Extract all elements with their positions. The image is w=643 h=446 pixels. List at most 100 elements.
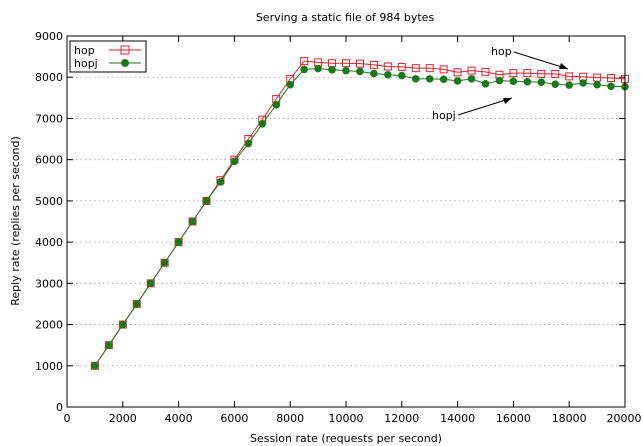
y-tick-label: 3000: [35, 277, 63, 290]
data-point-hop: [439, 65, 448, 74]
data-point-hopj: [523, 77, 532, 86]
data-point-hopj: [328, 66, 336, 74]
x-tick-label: 4000: [165, 412, 193, 425]
data-point-hopj: [579, 79, 587, 87]
x-tick-label: 0: [64, 412, 71, 425]
data-point-hop: [342, 59, 350, 68]
data-point-hopj: [342, 66, 350, 75]
y-tick-label: 9000: [35, 30, 63, 43]
legend-label-hop: hop: [74, 44, 95, 57]
y-tick-label: 2000: [35, 319, 63, 332]
data-point-hopj: [216, 178, 225, 186]
data-point-hopj: [593, 80, 601, 89]
data-point-hopj: [356, 67, 364, 76]
x-tick-label: 20000: [607, 412, 642, 425]
data-point-hopj: [146, 279, 155, 288]
legend: hop hopj: [69, 40, 147, 73]
data-point-hopj: [202, 197, 211, 205]
x-axis-label: Session rate (requests per second): [250, 432, 442, 445]
chart-title: Serving a static file of 984 bytes: [256, 11, 435, 24]
data-point-hopj: [188, 217, 197, 226]
x-tick-label: 16000: [496, 412, 531, 425]
legend-marker-hop: [120, 45, 130, 55]
annotation-hopj-label: hopj: [432, 109, 456, 122]
x-tick-label: 6000: [220, 412, 248, 425]
data-point-hopj: [132, 300, 141, 308]
data-point-hop: [369, 60, 378, 69]
data-point-hop: [425, 64, 434, 73]
data-point-hopj: [300, 65, 308, 74]
data-point-hopj: [370, 69, 378, 78]
series-hop: [90, 57, 629, 370]
data-point-hopj: [244, 139, 253, 148]
data-point-hop: [523, 69, 532, 78]
data-point-hopj: [105, 341, 113, 349]
data-point-hop: [509, 69, 518, 78]
data-point-hop: [607, 74, 616, 83]
data-point-hopj: [398, 71, 406, 80]
legend-box: [69, 40, 147, 73]
data-point-hopj: [439, 75, 448, 84]
data-point-hopj: [551, 80, 560, 89]
data-point-hopj: [509, 77, 518, 86]
series-line-hop: [94, 60, 626, 367]
plot-frame: [66, 35, 626, 408]
legend-label-hopj: hopj: [74, 57, 98, 70]
data-point-hopj: [467, 75, 476, 83]
series-layer: [90, 57, 629, 370]
data-point-hopj: [481, 80, 490, 88]
axis-ticks: 0 1000 2000 3000 4000 5000 6000 7000 8000 9000 0 20…: [35, 30, 642, 425]
x-tick-label: 2000: [109, 412, 137, 425]
y-tick-label: 7000: [35, 112, 63, 125]
x-tick-label: 12000: [384, 412, 419, 425]
data-point-hopj: [272, 101, 281, 109]
data-point-hopj: [607, 82, 615, 91]
y-tick-label: 5000: [35, 195, 63, 208]
data-point-hop: [453, 68, 462, 77]
data-point-hopj: [160, 258, 169, 267]
data-point-hop: [383, 62, 392, 71]
data-point-hopj: [537, 78, 546, 86]
x-tick-label: 14000: [440, 412, 475, 425]
data-point-hop: [481, 67, 490, 76]
annotation-hop-arrowhead: [559, 63, 568, 69]
y-tick-label: 1000: [35, 360, 63, 373]
annotation-hopj-arrowhead: [503, 98, 512, 104]
data-point-hopj: [119, 320, 127, 329]
grid-lines: [67, 76, 625, 367]
data-point-hopj: [286, 80, 295, 89]
data-point-hop: [355, 59, 364, 68]
data-point-hopj: [384, 70, 392, 79]
x-tick-label: 8000: [276, 412, 304, 425]
annotation-hop-arrow: [513, 51, 569, 70]
data-point-hopj: [453, 77, 462, 85]
data-point-hopj: [258, 120, 267, 128]
y-tick-label: 0: [56, 401, 63, 414]
y-tick-label: 8000: [35, 71, 63, 84]
data-point-hopj: [91, 361, 99, 370]
data-point-hop: [551, 69, 560, 78]
x-tick-label: 18000: [552, 412, 587, 425]
x-tick-label: 10000: [329, 412, 364, 425]
annotations: hop hopj: [432, 45, 569, 122]
data-point-hopj: [314, 64, 322, 73]
data-point-hopj: [230, 157, 239, 166]
y-tick-label: 6000: [35, 154, 63, 167]
annotation-hop-label: hop: [491, 45, 512, 58]
annotation-hopj-arrow: [457, 97, 513, 116]
data-point-hop: [565, 72, 574, 81]
data-point-hop: [467, 66, 476, 75]
data-point-hop: [411, 64, 420, 73]
legend-marker-hopj: [121, 59, 129, 67]
data-point-hop: [397, 62, 406, 71]
data-point-hopj: [174, 238, 183, 246]
data-point-hopj: [411, 75, 420, 83]
data-point-hopj: [565, 81, 573, 89]
y-axis-label: Reply rate (replies per second): [9, 136, 22, 306]
series-line-hopj: [94, 68, 626, 367]
data-point-hopj: [495, 76, 504, 85]
data-point-hop: [537, 69, 546, 78]
data-point-hopj: [425, 75, 434, 83]
data-point-hop: [300, 57, 309, 66]
